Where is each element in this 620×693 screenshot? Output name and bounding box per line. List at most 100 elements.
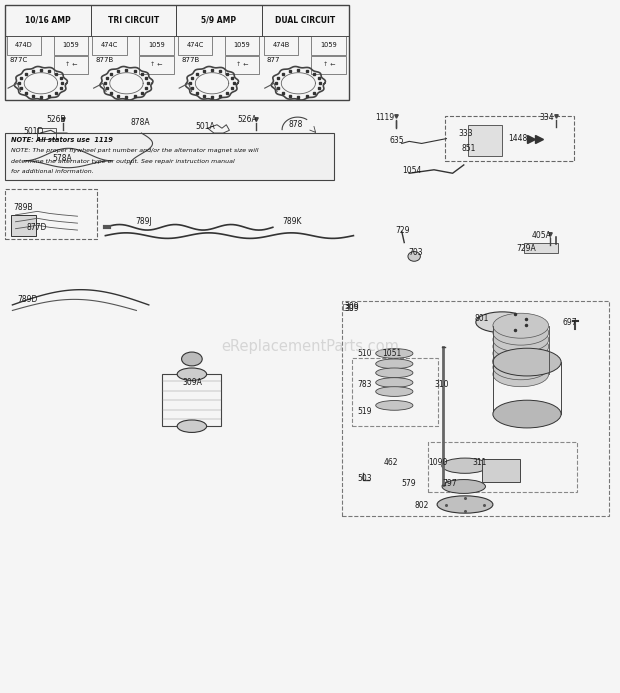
Text: 405A: 405A: [532, 231, 552, 240]
Text: 526B: 526B: [46, 116, 66, 124]
Ellipse shape: [177, 368, 206, 380]
Bar: [311, 55, 347, 73]
Text: 526A: 526A: [237, 116, 257, 124]
Text: 703: 703: [408, 249, 423, 257]
Text: ↑ ←: ↑ ←: [236, 62, 248, 67]
Text: TRI CIRCUIT: TRI CIRCUIT: [108, 16, 159, 25]
Ellipse shape: [493, 313, 549, 338]
Text: 1059: 1059: [148, 42, 165, 49]
Text: 309: 309: [345, 302, 360, 310]
Text: 578A: 578A: [53, 154, 73, 162]
Ellipse shape: [182, 352, 202, 366]
Bar: [91, 5, 176, 37]
Ellipse shape: [493, 362, 549, 387]
Text: 579: 579: [402, 479, 417, 487]
Text: 1059: 1059: [321, 42, 337, 49]
Ellipse shape: [493, 320, 549, 345]
Bar: [493, 362, 561, 414]
Ellipse shape: [442, 480, 485, 493]
Text: ↑ ←: ↑ ←: [150, 62, 162, 67]
Text: 789B: 789B: [14, 204, 33, 212]
Bar: [343, 304, 352, 310]
Text: 851: 851: [462, 144, 476, 152]
Ellipse shape: [493, 341, 549, 366]
Ellipse shape: [437, 496, 493, 513]
Ellipse shape: [376, 368, 413, 378]
Ellipse shape: [376, 401, 413, 410]
Bar: [37, 128, 56, 139]
Text: 474D: 474D: [15, 42, 33, 49]
Ellipse shape: [376, 359, 413, 369]
Text: 801: 801: [474, 315, 489, 323]
Text: 635: 635: [389, 137, 404, 145]
Ellipse shape: [493, 355, 549, 380]
Bar: [342, 301, 609, 516]
Text: 474C: 474C: [101, 42, 118, 49]
Bar: [140, 37, 174, 55]
Bar: [54, 55, 88, 73]
Text: 729A: 729A: [516, 244, 536, 252]
Text: 1059: 1059: [234, 42, 250, 49]
Ellipse shape: [177, 420, 206, 432]
Ellipse shape: [376, 349, 413, 358]
Text: 334: 334: [539, 114, 554, 122]
Bar: [482, 459, 520, 482]
Bar: [352, 358, 438, 426]
Text: 877C: 877C: [10, 57, 28, 63]
Text: DUAL CIRCUIT: DUAL CIRCUIT: [275, 16, 335, 25]
Text: 501A: 501A: [195, 122, 215, 130]
Bar: [54, 37, 88, 55]
Ellipse shape: [493, 400, 561, 428]
Bar: [11, 215, 36, 236]
Ellipse shape: [376, 378, 413, 387]
Text: 1051: 1051: [383, 349, 402, 358]
Bar: [140, 55, 174, 73]
Ellipse shape: [376, 387, 413, 396]
Text: 311: 311: [472, 459, 487, 467]
Text: 1448: 1448: [508, 134, 528, 143]
Bar: [262, 5, 349, 37]
Text: ↑ ←: ↑ ←: [64, 62, 77, 67]
Text: 729: 729: [396, 226, 410, 234]
Bar: [428, 442, 577, 492]
Ellipse shape: [493, 348, 549, 373]
Text: determine the alternator type or output. See repair instruction manual: determine the alternator type or output.…: [11, 159, 235, 164]
Text: 797: 797: [443, 479, 458, 487]
Text: 519: 519: [358, 407, 372, 416]
Text: 310: 310: [434, 380, 448, 389]
Text: 789J: 789J: [135, 218, 152, 226]
Ellipse shape: [441, 458, 489, 473]
Text: 309: 309: [344, 304, 359, 313]
Ellipse shape: [493, 348, 561, 376]
Text: 802: 802: [414, 502, 428, 510]
Text: 10/16 AMP: 10/16 AMP: [25, 16, 71, 25]
Text: 697: 697: [563, 318, 578, 326]
Bar: [5, 5, 349, 100]
Bar: [5, 189, 97, 239]
Text: for additional information.: for additional information.: [11, 169, 94, 174]
Ellipse shape: [493, 327, 549, 352]
Bar: [311, 37, 347, 55]
Text: 1119: 1119: [375, 114, 394, 122]
Bar: [176, 5, 262, 37]
Bar: [264, 37, 298, 55]
Text: 877D: 877D: [26, 224, 46, 232]
Text: 462: 462: [383, 459, 397, 467]
Text: 474C: 474C: [187, 42, 204, 49]
Text: 309A: 309A: [183, 378, 203, 387]
Text: 877B: 877B: [181, 57, 199, 63]
Bar: [445, 116, 574, 161]
Text: 877: 877: [267, 57, 280, 63]
Text: 333: 333: [459, 130, 474, 138]
Ellipse shape: [493, 334, 549, 359]
Bar: [5, 133, 334, 180]
Bar: [225, 37, 259, 55]
Text: 501D: 501D: [24, 128, 44, 136]
Ellipse shape: [476, 312, 529, 333]
Text: 789D: 789D: [17, 295, 38, 304]
Bar: [524, 243, 558, 253]
Ellipse shape: [408, 252, 420, 261]
Text: 878A: 878A: [130, 119, 150, 127]
Text: 877B: 877B: [95, 57, 113, 63]
Bar: [92, 37, 126, 55]
